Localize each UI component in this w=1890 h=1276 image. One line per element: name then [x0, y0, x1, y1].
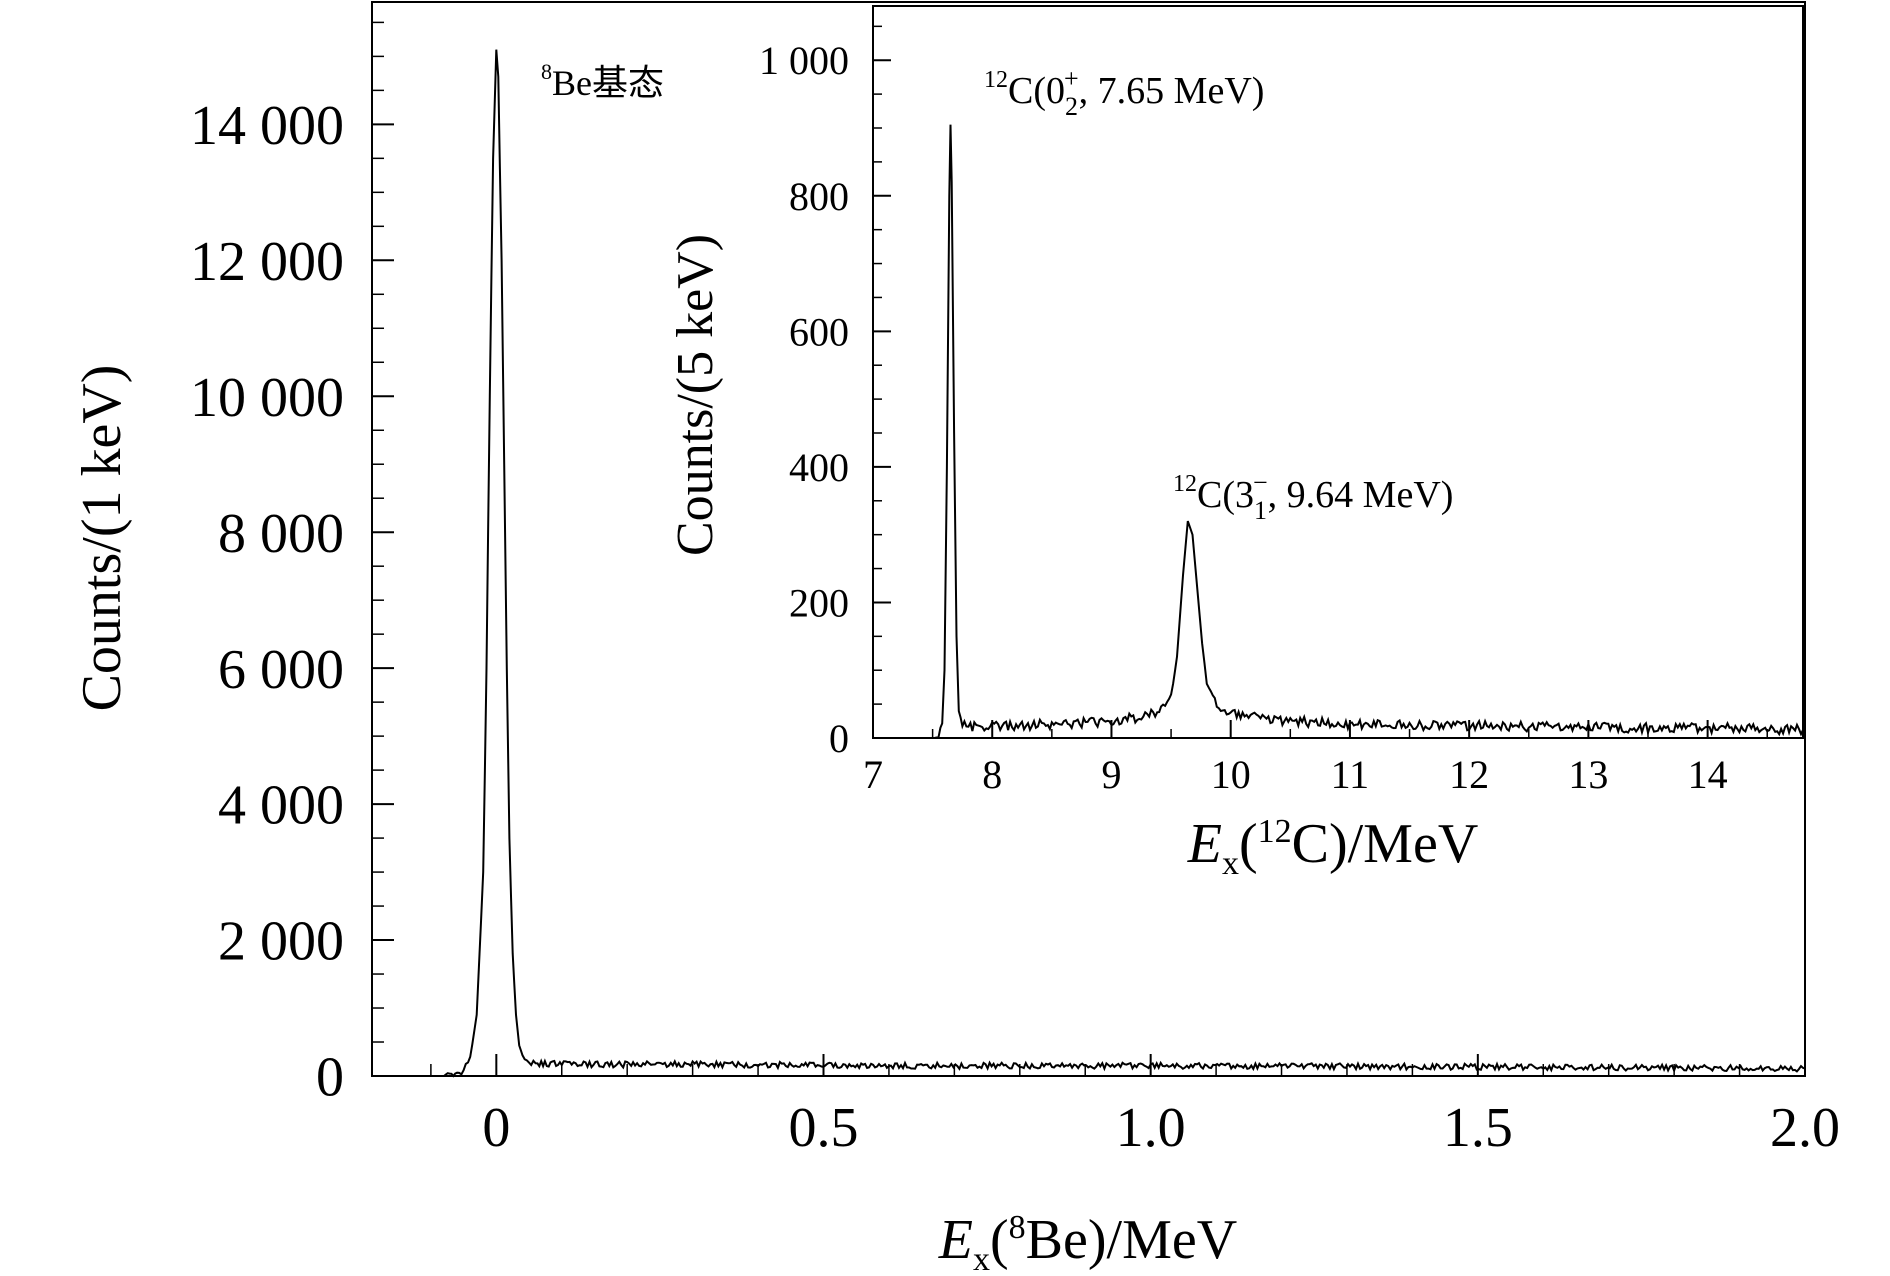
- inset-plot-frame: [872, 5, 1804, 739]
- y-tick-label: 14 000: [190, 95, 344, 157]
- x-tick-label: 13: [1568, 752, 1608, 797]
- main-plot-frame: [371, 1, 1806, 1077]
- inset-spectrum-line: [873, 124, 1804, 739]
- x-tick-label: 8: [982, 752, 1002, 797]
- inset-y-axis-title: Counts/(5 keV): [667, 234, 724, 556]
- main-peak-annotation: 8Be基态: [541, 59, 664, 103]
- x-tick-label: 7: [863, 752, 883, 797]
- inset-x-axis-title: Ex(12C)/MeV: [1187, 813, 1479, 882]
- y-tick-label: 400: [789, 445, 849, 490]
- y-tick-label: 10 000: [190, 367, 344, 429]
- y-tick-label: 4 000: [218, 775, 344, 837]
- y-tick-label: 800: [789, 174, 849, 219]
- inset-peak2-annotation: 12C(31−, 9.64 MeV): [1173, 468, 1453, 525]
- x-tick-label: 1.5: [1443, 1097, 1513, 1159]
- y-tick-label: 0: [316, 1047, 344, 1109]
- inset-background: [873, 6, 1803, 738]
- y-tick-label: 200: [789, 580, 849, 625]
- x-tick-label: 11: [1331, 752, 1370, 797]
- main-axis-tick-labels: 0 2 000 4 000 6 000 8 000 10 000 12 000 14 000 0…: [190, 95, 1840, 1159]
- x-tick-label: 1.0: [1116, 1097, 1186, 1159]
- y-tick-label: 600: [789, 309, 849, 354]
- x-tick-label: 12: [1449, 752, 1489, 797]
- y-tick-label: 12 000: [190, 231, 344, 293]
- y-tick-label: 8 000: [218, 503, 344, 565]
- x-tick-label: 14: [1688, 752, 1728, 797]
- x-tick-label: 0.5: [788, 1097, 858, 1159]
- main-axis-ticks: [372, 21, 1806, 1077]
- y-tick-label: 6 000: [218, 639, 344, 701]
- x-tick-label: 10: [1211, 752, 1251, 797]
- main-y-axis-title: Counts/(1 keV): [71, 365, 133, 712]
- x-tick-label: 2.0: [1770, 1097, 1840, 1159]
- inset-axis-tick-labels: 0 200 400 600 800 1 000 7 8 9 10 11 12 13 14: [759, 38, 1728, 797]
- x-tick-label: 9: [1101, 752, 1121, 797]
- y-tick-label: 2 000: [218, 911, 344, 973]
- inset-peak1-annotation: 12C(02+, 7.65 MeV): [984, 64, 1264, 121]
- main-spectrum-line: [417, 49, 1806, 1078]
- y-tick-label: 1 000: [759, 38, 849, 83]
- y-tick-label: 0: [829, 716, 849, 761]
- x-tick-label: 0: [482, 1097, 510, 1159]
- main-x-axis-title: Ex(8Be)/MeV: [938, 1209, 1237, 1276]
